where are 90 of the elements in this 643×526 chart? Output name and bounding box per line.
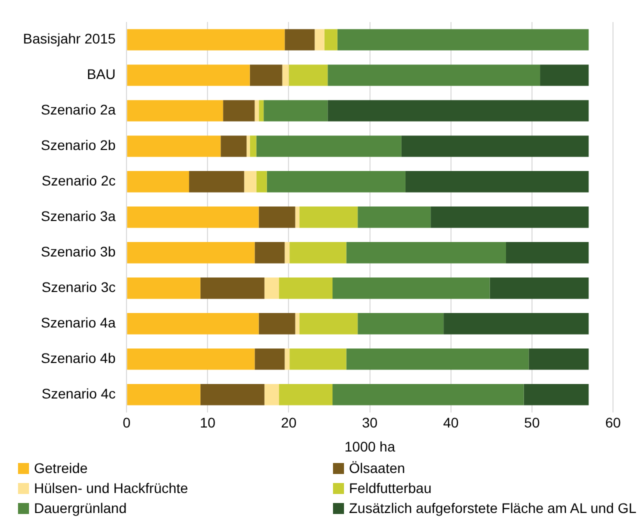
legend-label: Feldfutterbau — [349, 480, 432, 496]
bar — [314, 29, 324, 50]
x-tick-label: 20 — [280, 414, 297, 431]
bar — [332, 278, 490, 299]
bar — [284, 348, 290, 370]
bar — [490, 278, 589, 299]
bar — [540, 64, 589, 86]
y-tick-label: Szenario 4c — [42, 386, 116, 402]
y-tick-label: Szenario 3b — [40, 244, 116, 260]
bar — [223, 100, 255, 122]
bar — [258, 313, 296, 334]
bar — [328, 64, 540, 86]
bar — [324, 29, 338, 50]
bar — [358, 313, 444, 334]
y-tick-label: Szenario 3a — [40, 208, 116, 224]
bar — [256, 136, 402, 157]
bar — [250, 64, 282, 86]
bar — [299, 313, 358, 334]
bar — [444, 313, 589, 334]
x-axis-title: 1000 ha — [344, 438, 396, 454]
bar — [258, 206, 296, 228]
bar — [295, 206, 300, 228]
bar — [127, 313, 259, 334]
bar — [337, 29, 589, 50]
y-tick-label: Szenario 4b — [40, 350, 116, 366]
legend-label: Zusätzlich aufgeforstete Fläche am AL und GL — [349, 500, 636, 516]
bar — [282, 64, 289, 86]
legend-label: Ölsaaten — [349, 460, 406, 476]
bar — [244, 171, 256, 192]
legend-label: Dauergrünland — [34, 500, 127, 516]
y-tick-label: BAU — [86, 66, 116, 82]
x-tick-label: 30 — [362, 414, 378, 431]
x-tick-label: 60 — [605, 414, 621, 431]
bar — [256, 171, 267, 192]
bar — [346, 242, 506, 264]
bar — [290, 242, 346, 264]
bar — [127, 384, 200, 406]
y-tick-label: Szenario 2a — [40, 102, 116, 118]
bar — [264, 384, 280, 406]
x-tick-label: 0 — [122, 414, 131, 431]
legend-label: Getreide — [34, 460, 88, 476]
bar — [279, 278, 333, 299]
bar — [127, 64, 250, 86]
bar — [528, 348, 589, 370]
bar — [332, 384, 524, 406]
bar — [200, 384, 264, 406]
bar — [189, 171, 244, 192]
x-tick-label: 50 — [524, 414, 540, 431]
bar — [254, 242, 285, 264]
bar — [266, 171, 406, 192]
bar — [127, 348, 255, 370]
bar — [405, 171, 589, 192]
bar — [258, 100, 264, 122]
bar — [246, 136, 250, 157]
bar — [220, 136, 247, 157]
bar — [127, 100, 224, 122]
bar — [127, 136, 221, 157]
y-tick-label: Szenario 4a — [40, 314, 116, 331]
bar — [401, 136, 589, 157]
bar — [506, 242, 589, 264]
x-tick-label: 10 — [200, 414, 216, 431]
bar — [299, 206, 358, 228]
bar — [295, 313, 300, 334]
bar — [264, 278, 280, 299]
bar — [290, 348, 346, 370]
bar — [430, 206, 589, 228]
bar — [284, 29, 315, 50]
bar — [284, 242, 290, 264]
bar — [254, 100, 259, 122]
bar — [127, 242, 255, 264]
bar — [328, 100, 589, 122]
bar — [264, 100, 328, 122]
bar — [346, 348, 529, 370]
bar — [279, 384, 333, 406]
y-tick-label: Szenario 3c — [42, 279, 116, 296]
bar — [127, 206, 259, 228]
bar — [254, 348, 285, 370]
y-tick-label: Szenario 2c — [42, 172, 116, 189]
bar — [127, 171, 190, 192]
bar — [288, 64, 328, 86]
legend-label: Hülsen- und Hackfrüchte — [34, 480, 188, 496]
y-tick-label: Basisjahr 2015 — [22, 30, 116, 47]
bar — [358, 206, 431, 228]
y-tick-label: Szenario 2b — [40, 137, 116, 154]
x-tick-label: 40 — [443, 414, 459, 431]
bar — [250, 136, 256, 157]
bar — [127, 278, 200, 299]
bar — [127, 29, 285, 50]
bar — [200, 278, 264, 299]
bar — [524, 384, 589, 406]
